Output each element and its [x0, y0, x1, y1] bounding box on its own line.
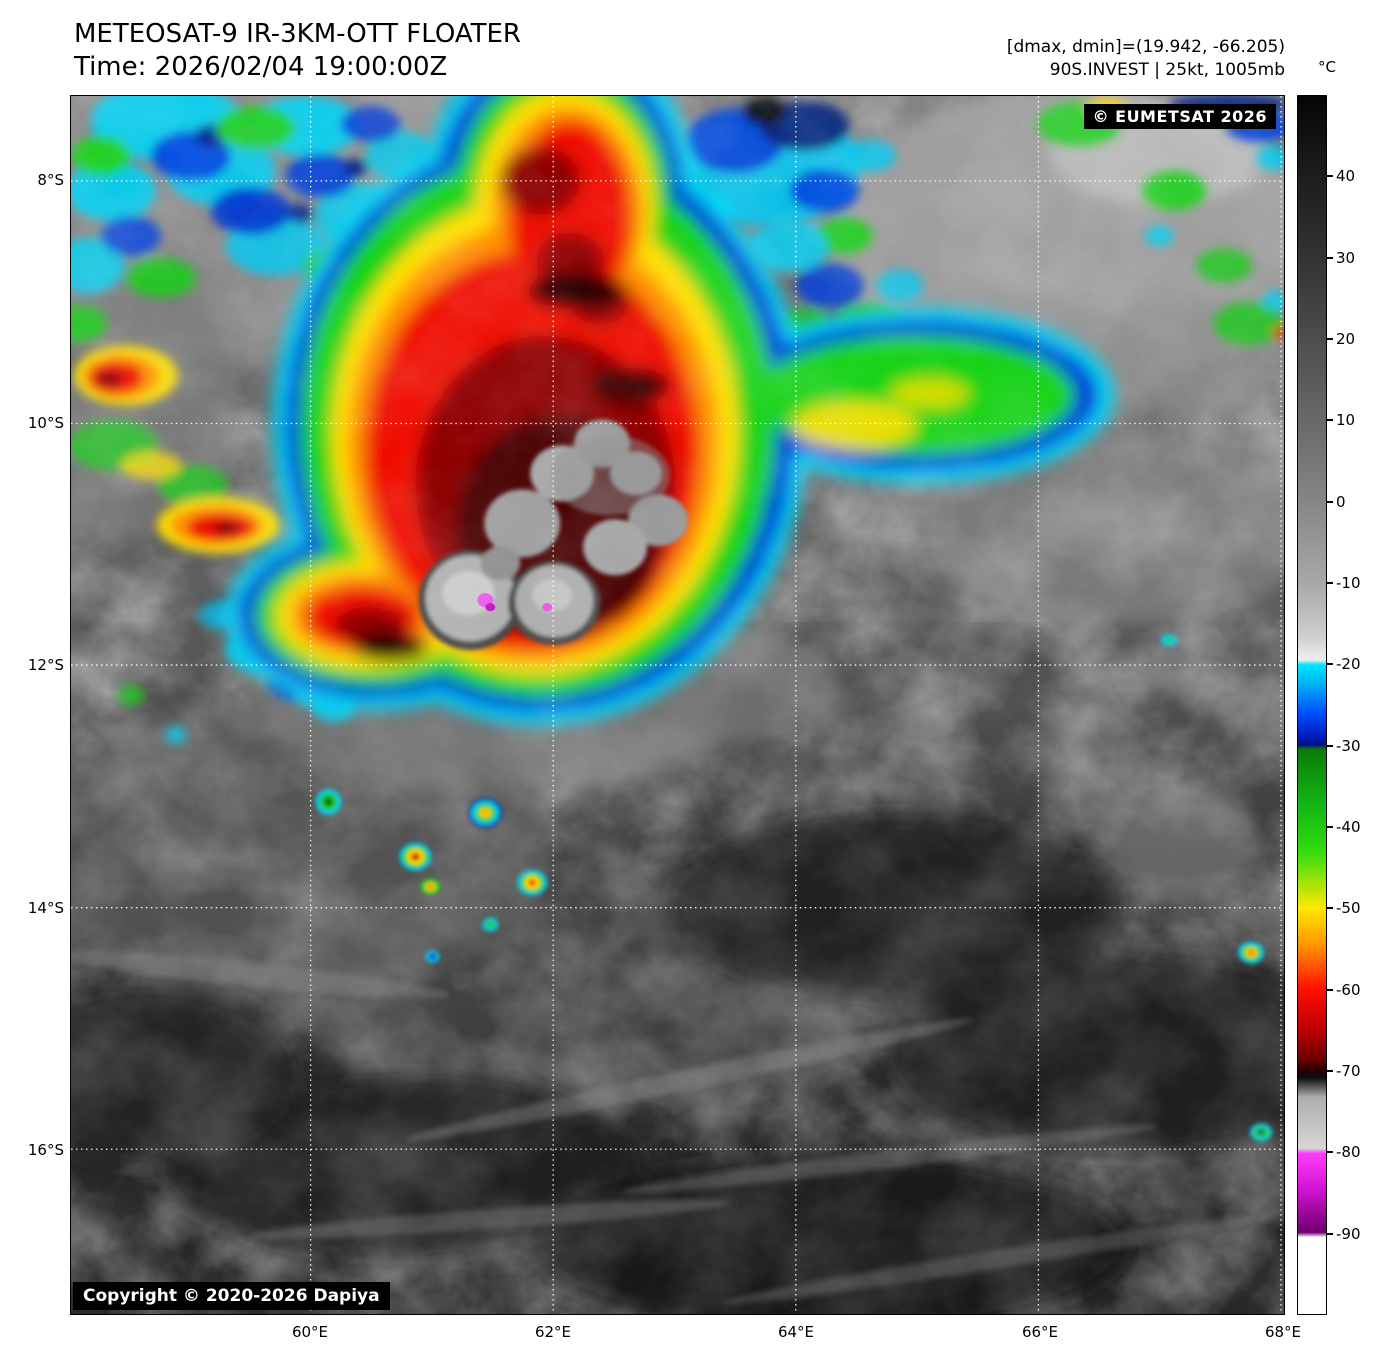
grid-lines	[71, 96, 1284, 1314]
colorbar-tick-mark	[1327, 175, 1333, 177]
colorbar-tick-label: -50	[1336, 899, 1361, 917]
colorbar-tick-label: -60	[1336, 981, 1361, 999]
lat-axis-label: 12°S	[27, 656, 64, 674]
header-right: [dmax, dmin]=(19.942, -66.205) 90S.INVES…	[1007, 36, 1285, 82]
colorbar-tick-mark	[1327, 501, 1333, 503]
colorbar-tick-mark	[1327, 826, 1333, 828]
colorbar-tick-label: 0	[1336, 493, 1346, 511]
lat-axis-label: 16°S	[27, 1141, 64, 1159]
product-title: METEOSAT-9 IR-3KM-OTT FLOATER	[74, 19, 521, 49]
colorbar-unit-label: °C	[1318, 58, 1336, 76]
colorbar-tick-mark	[1327, 419, 1333, 421]
colorbar-tick-mark	[1327, 1233, 1333, 1235]
colorbar-tick-mark	[1327, 745, 1333, 747]
header-left: METEOSAT-9 IR-3KM-OTT FLOATER Time: 2026…	[74, 18, 521, 84]
colorbar-tick-mark	[1327, 1070, 1333, 1072]
colorbar-tick-label: -70	[1336, 1062, 1361, 1080]
colorbar-tick-mark	[1327, 663, 1333, 665]
colorbar-tick-label: 30	[1336, 249, 1356, 267]
colorbar-tick-label: -90	[1336, 1225, 1361, 1243]
colorbar-tick-mark	[1327, 582, 1333, 584]
lon-axis-label: 62°E	[534, 1323, 572, 1341]
colorbar	[1297, 95, 1327, 1315]
satellite-image	[71, 96, 1284, 1314]
lon-axis-label: 60°E	[291, 1323, 329, 1341]
lat-axis-label: 14°S	[27, 899, 64, 917]
colorbar-tick-label: 40	[1336, 167, 1356, 185]
colorbar-tick-mark	[1327, 1151, 1333, 1153]
lat-axis-label: 8°S	[37, 171, 64, 189]
texture-overlay	[71, 96, 1284, 1314]
colorbar-tick-label: 10	[1336, 411, 1356, 429]
colorbar-tick-label: -10	[1336, 574, 1361, 592]
copyright-badge: Copyright © 2020-2026 Dapiya	[73, 1282, 390, 1310]
colorbar-tick-label: 20	[1336, 330, 1356, 348]
map-area: © EUMETSAT 2026 Copyright © 2020-2026 Da…	[70, 95, 1285, 1315]
colorbar-tick-label: -40	[1336, 818, 1361, 836]
eumetsat-credit-badge: © EUMETSAT 2026	[1083, 104, 1276, 129]
lat-axis-label: 10°S	[27, 414, 64, 432]
colorbar-tick-mark	[1327, 257, 1333, 259]
dmax-dmin-readout: [dmax, dmin]=(19.942, -66.205)	[1006, 37, 1285, 57]
colorbar-tick-mark	[1327, 338, 1333, 340]
storm-info-readout: 90S.INVEST | 25kt, 1005mb	[1049, 60, 1285, 80]
lon-axis-label: 64°E	[777, 1323, 815, 1341]
lon-axis-label: 68°E	[1264, 1323, 1302, 1341]
colorbar-tick-label: -30	[1336, 737, 1361, 755]
colorbar-tick-mark	[1327, 907, 1333, 909]
lon-axis-label: 66°E	[1021, 1323, 1059, 1341]
colorbar-tick-mark	[1327, 989, 1333, 991]
colorbar-tick-label: -80	[1336, 1143, 1361, 1161]
colorbar-tick-label: -20	[1336, 655, 1361, 673]
timestamp: Time: 2026/02/04 19:00:00Z	[74, 52, 448, 82]
